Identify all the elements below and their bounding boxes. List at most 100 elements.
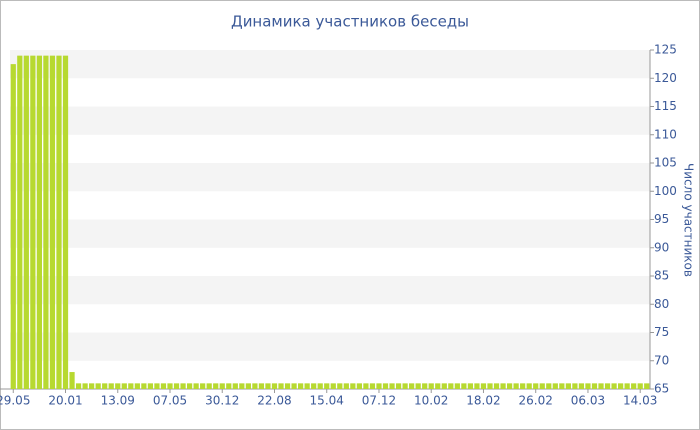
grid-band — [10, 332, 650, 361]
bar — [180, 383, 186, 389]
y-tick-label: 115 — [654, 99, 677, 113]
bar — [69, 372, 75, 389]
bar — [186, 383, 193, 389]
x-tick-label: 06.03 — [571, 394, 605, 408]
x-tick-label: 26.02 — [519, 394, 553, 408]
y-tick-label: 75 — [654, 325, 669, 339]
bar — [36, 55, 42, 390]
y-tick-label: 70 — [654, 353, 669, 367]
bar — [526, 383, 532, 389]
bar — [631, 383, 637, 389]
x-tick-label: 07.05 — [153, 394, 187, 408]
bar — [480, 383, 487, 389]
bar — [147, 383, 154, 389]
bar — [441, 383, 447, 389]
x-tick-label: 18.02 — [466, 394, 500, 408]
y-tick-label: 95 — [654, 212, 669, 226]
bar — [513, 383, 519, 389]
bar — [644, 383, 650, 389]
bar — [435, 383, 441, 389]
bar — [369, 383, 376, 389]
bar — [134, 383, 140, 389]
bar — [193, 383, 199, 389]
bar — [611, 383, 617, 389]
bar — [324, 383, 330, 389]
x-tick-label: 15.04 — [310, 394, 344, 408]
bar — [356, 383, 362, 389]
y-tick-label: 110 — [654, 127, 677, 141]
bar — [82, 383, 88, 389]
bar — [487, 383, 493, 389]
bar — [43, 55, 49, 390]
bar — [422, 383, 428, 389]
bar — [474, 383, 480, 389]
bar — [598, 383, 604, 389]
bar — [337, 383, 343, 389]
bar — [363, 383, 369, 389]
bar — [376, 383, 382, 389]
bar — [154, 383, 160, 389]
bar — [578, 383, 585, 389]
bar — [350, 383, 356, 389]
y-tick-label: 100 — [654, 184, 677, 198]
x-tick-label: 22.08 — [257, 394, 291, 408]
bar — [493, 383, 500, 389]
bar — [206, 383, 212, 389]
bar — [284, 383, 291, 389]
bar — [559, 383, 565, 389]
bar — [239, 383, 245, 389]
bar — [409, 383, 415, 389]
x-tick-label: 20.01 — [48, 394, 82, 408]
grid-band — [10, 50, 650, 79]
x-tick-label: 13.09 — [101, 394, 135, 408]
bar — [252, 383, 258, 389]
bar — [62, 55, 69, 390]
bar — [298, 383, 304, 389]
bar — [245, 383, 251, 389]
bar — [304, 383, 310, 389]
y-tick-label: 125 — [654, 43, 677, 57]
bar — [173, 383, 180, 389]
bar — [552, 383, 558, 389]
grid-band — [10, 276, 650, 305]
bar — [23, 55, 29, 390]
bar — [572, 383, 578, 389]
bar — [278, 383, 284, 389]
y-tick-label: 80 — [654, 297, 669, 311]
x-tick-label: 29.05 — [0, 394, 30, 408]
bar — [121, 383, 127, 389]
bar — [520, 383, 526, 389]
bar — [317, 383, 323, 389]
bar — [128, 383, 134, 389]
bar — [624, 383, 630, 389]
x-tick-label: 14.03 — [623, 394, 657, 408]
y-tick-label: 65 — [654, 382, 669, 396]
bar — [506, 383, 513, 389]
bar — [637, 383, 643, 389]
bar — [389, 383, 395, 389]
bar — [500, 383, 506, 389]
bar — [533, 383, 539, 389]
bar — [115, 383, 121, 389]
bar — [17, 55, 23, 390]
bar — [454, 383, 460, 389]
grid-band — [10, 106, 650, 135]
bar — [604, 383, 611, 389]
bar — [49, 55, 56, 390]
chart-title: Динамика участников беседы — [231, 13, 469, 31]
bar — [565, 383, 571, 389]
bar — [258, 383, 265, 389]
bar — [591, 383, 598, 389]
bar — [467, 383, 474, 389]
bar — [382, 383, 389, 389]
bar — [232, 383, 238, 389]
y-tick-label: 85 — [654, 269, 669, 283]
bar — [89, 383, 95, 389]
bar — [585, 383, 591, 389]
bar — [95, 383, 101, 389]
bar — [395, 383, 402, 389]
bar — [461, 383, 467, 389]
bar — [618, 383, 624, 389]
bar — [10, 64, 16, 389]
